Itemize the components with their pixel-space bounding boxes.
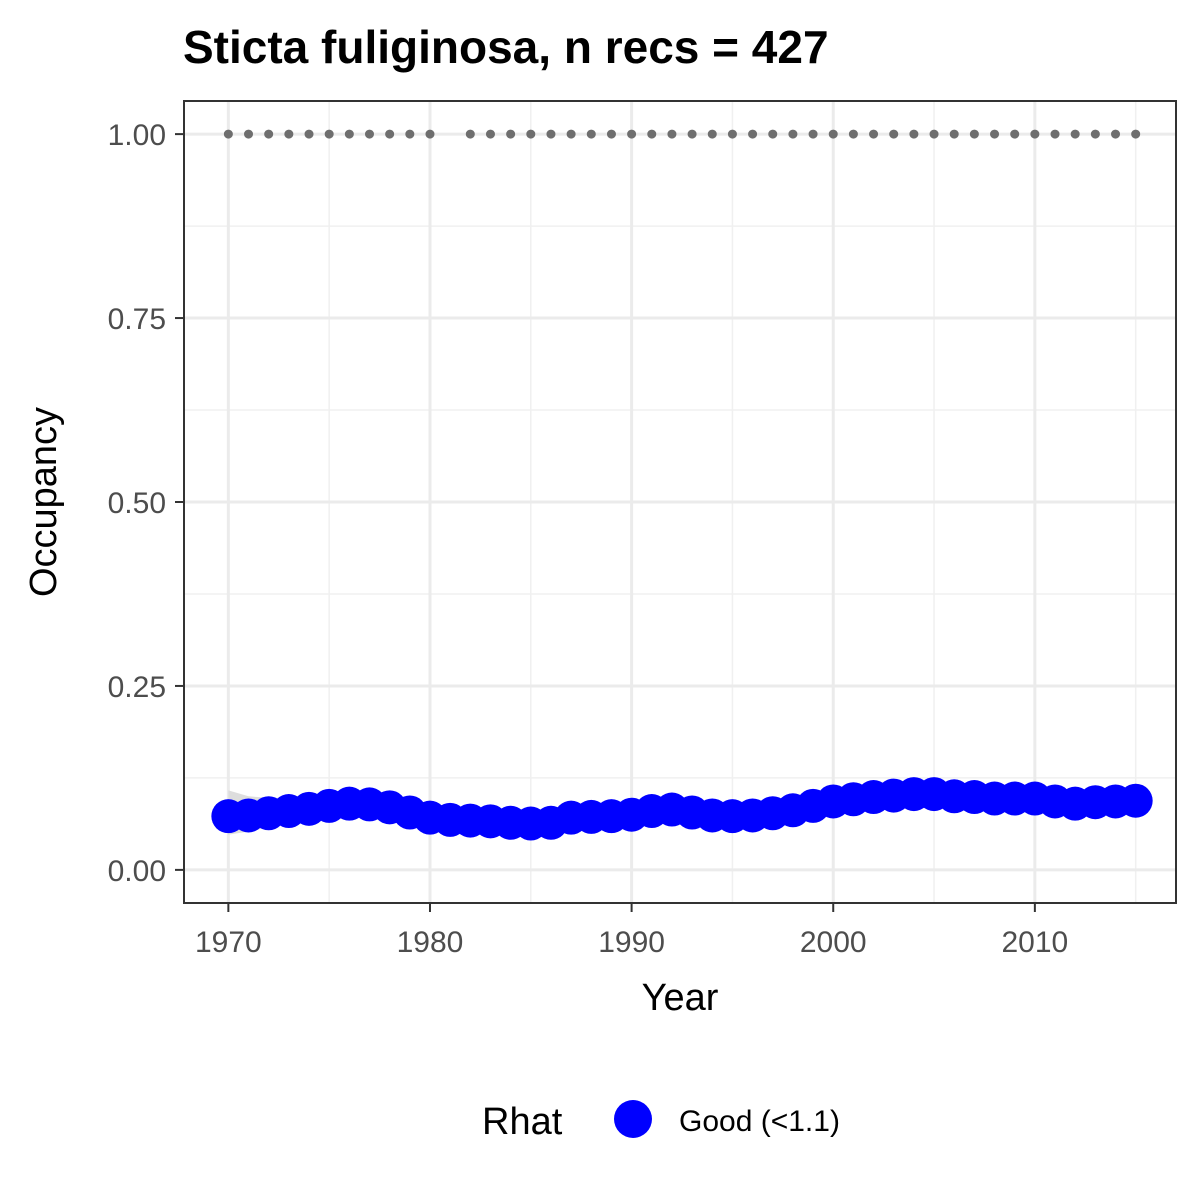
y-tick-label: 0.25	[108, 671, 166, 704]
data-year-dot	[990, 129, 1000, 139]
data-year-dot	[264, 129, 274, 139]
data-year-dot	[627, 129, 637, 139]
data-year-dot	[485, 129, 495, 139]
data-year-dot	[808, 129, 818, 139]
data-year-dot	[949, 129, 959, 139]
y-tick-label: 0.00	[108, 855, 166, 888]
y-tick-label: 0.75	[108, 303, 166, 336]
data-year-dot	[324, 129, 334, 139]
x-tick-label: 1980	[397, 926, 464, 959]
data-year-dot	[768, 129, 778, 139]
x-tick-label: 2000	[800, 926, 867, 959]
plot-area	[183, 100, 1177, 904]
data-year-dot	[526, 129, 536, 139]
x-axis-title: Year	[642, 977, 719, 1019]
x-tick-label: 1990	[598, 926, 665, 959]
data-year-dot	[244, 129, 254, 139]
x-tick-label: 2010	[1001, 926, 1068, 959]
data-year-dot	[647, 129, 657, 139]
data-year-dot	[546, 129, 556, 139]
legend-title: Rhat	[482, 1101, 563, 1143]
data-year-dot	[223, 129, 233, 139]
data-year-dot	[848, 129, 858, 139]
y-tick-label: 0.50	[108, 487, 166, 520]
data-year-dot	[1111, 129, 1121, 139]
data-year-dot	[385, 129, 395, 139]
data-year-dot	[1050, 129, 1060, 139]
data-year-dot	[707, 129, 717, 139]
data-year-dot	[1090, 129, 1100, 139]
x-tick-label: 1970	[195, 926, 262, 959]
data-year-dot	[687, 129, 697, 139]
y-axis: 0.00 0.25 0.50 0.75 1.00	[108, 119, 184, 888]
data-year-dot	[506, 129, 516, 139]
data-year-dot	[969, 129, 979, 139]
data-year-dot	[909, 129, 919, 139]
data-year-dot	[667, 129, 677, 139]
x-axis: 1970 1980 1990 2000 2010	[195, 903, 1068, 959]
data-year-dot	[1010, 129, 1020, 139]
data-year-dot	[727, 129, 737, 139]
data-year-dot	[748, 129, 758, 139]
occupancy-points-layer	[211, 777, 1153, 841]
data-year-dot	[1070, 129, 1080, 139]
data-year-dot	[364, 129, 374, 139]
occupancy-point	[1118, 783, 1153, 818]
data-year-dot	[889, 129, 899, 139]
legend-key-good	[614, 1100, 652, 1138]
data-year-dot	[566, 129, 576, 139]
data-year-dot	[405, 129, 415, 139]
data-year-dot	[465, 129, 475, 139]
data-year-dot	[1131, 129, 1141, 139]
data-year-dot	[284, 129, 294, 139]
data-year-dot	[606, 129, 616, 139]
data-year-dot	[869, 129, 879, 139]
data-year-dot	[304, 129, 314, 139]
data-year-dot	[586, 129, 596, 139]
chart-title: Sticta fuliginosa, n recs = 427	[183, 21, 829, 73]
data-year-dot	[828, 129, 838, 139]
legend-label-good: Good (<1.1)	[679, 1105, 840, 1138]
data-year-dot	[425, 129, 435, 139]
y-tick-label: 1.00	[108, 119, 166, 152]
data-year-dot	[929, 129, 939, 139]
data-years-layer	[223, 129, 1141, 139]
y-axis-title: Occupancy	[23, 407, 65, 597]
data-year-dot	[788, 129, 798, 139]
data-year-dot	[1030, 129, 1040, 139]
legend: Rhat Good (<1.1)	[482, 1100, 840, 1143]
data-year-dot	[344, 129, 354, 139]
